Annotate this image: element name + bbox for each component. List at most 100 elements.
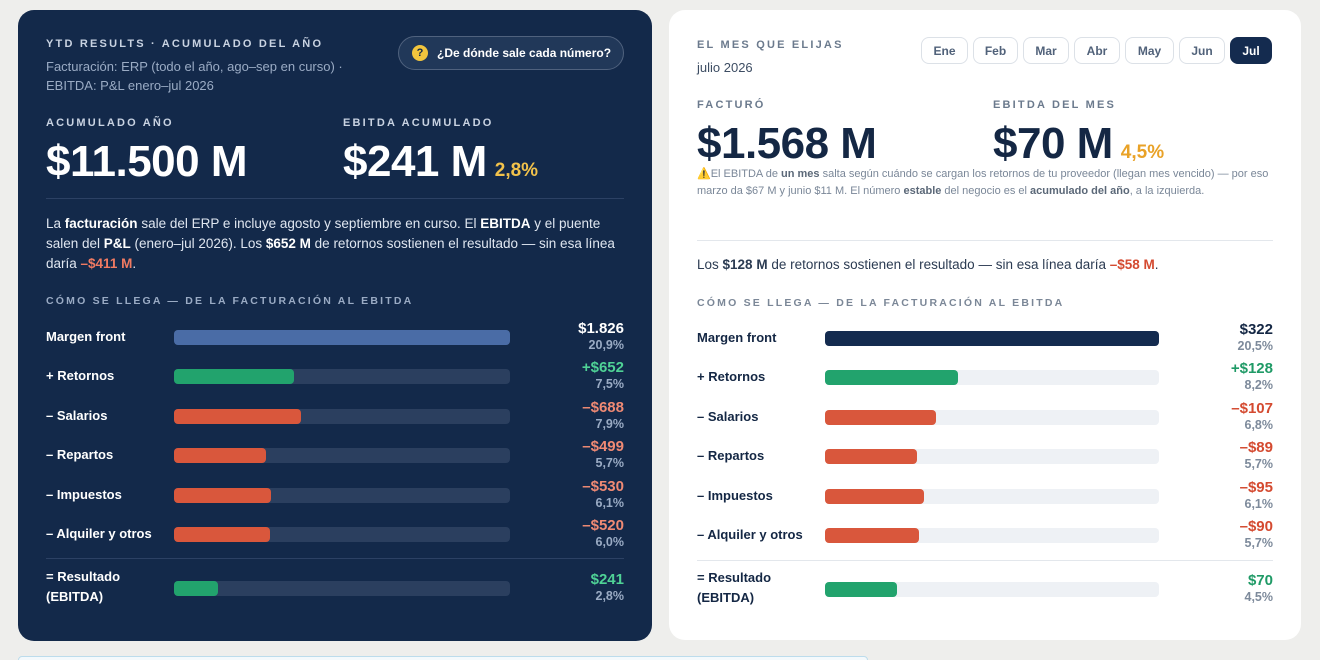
bridge-row-pct: 7,9% <box>595 416 625 431</box>
ytd-kicker: YTD RESULTS · ACUMULADO DEL AÑO <box>46 38 324 50</box>
bridge-bar-track <box>174 581 510 596</box>
bridge-bar-track <box>174 369 510 385</box>
bridge-row-pct: 20,5% <box>1237 339 1273 353</box>
bridge-row-label: – Impuestos <box>697 487 773 503</box>
bridge-bar <box>174 448 266 464</box>
bridge-bar-track <box>174 487 510 503</box>
bridge-bar <box>825 449 917 465</box>
bridge-bar-track <box>174 448 510 464</box>
result-pct: 4,5% <box>1244 590 1274 604</box>
result-bar <box>825 582 897 597</box>
result-label-line-1: = Resultado <box>697 570 772 585</box>
ytd-source-line-2: EBITDA: P&L enero–jul 2026 <box>46 78 214 93</box>
bridge-bar-track <box>174 408 510 424</box>
month-tab-feb[interactable]: Feb <box>973 37 1018 64</box>
bridge-row-pct: 7,5% <box>595 377 625 392</box>
bridge-bar-track <box>825 488 1159 504</box>
bridge-bar <box>174 330 510 345</box>
bridge-row-label: + Retornos <box>46 368 115 384</box>
without-returns-value: –$411 M <box>80 256 133 271</box>
bridge-row-value: $322 <box>1239 321 1273 338</box>
bridge-bar-track <box>174 527 510 542</box>
month-tab-jun[interactable]: Jun <box>1179 37 1225 64</box>
bridge-row-label: + Retornos <box>697 369 766 385</box>
result-divider <box>46 558 624 559</box>
selected-month-label: julio 2026 <box>697 60 753 75</box>
bridge-row-label: – Impuestos <box>46 486 122 502</box>
ebitda-acumulado-label: EBITDA ACUMULADO <box>343 117 494 129</box>
bridge-bar <box>825 370 958 386</box>
ebitda-mes-label: EBITDA DEL MES <box>993 99 1117 111</box>
month-tab-jul[interactable]: Jul <box>1230 37 1272 64</box>
bridge-row-pct: 5,7% <box>1244 536 1274 550</box>
bridge-row-label: – Salarios <box>46 407 108 423</box>
bridge-title: CÓMO SE LLEGA — DE LA FACTURACIÓN AL EBI… <box>697 297 1065 309</box>
bridge-row-value: +$128 <box>1230 360 1273 378</box>
divider <box>46 198 624 199</box>
bridge-bar-track <box>825 449 1159 465</box>
ebitda-acumulado-pct: 2,8% <box>494 160 539 181</box>
ebitda-acumulado-value: $241 M <box>343 137 487 186</box>
bridge-row-value: +$652 <box>581 359 624 377</box>
bridge-row-pct: 6,1% <box>595 495 625 510</box>
acumulado-label: ACUMULADO AÑO <box>46 117 174 129</box>
bridge-row-pct: 5,7% <box>1244 457 1274 472</box>
month-kicker: EL MES QUE ELIJAS <box>697 39 844 51</box>
result-divider <box>697 560 1273 561</box>
result-pct: 2,8% <box>595 589 625 603</box>
result-bar <box>174 581 218 596</box>
bridge-bar <box>174 369 294 385</box>
result-value: $241 <box>590 571 624 588</box>
ytd-explanation: La facturación sale del ERP e incluye ag… <box>46 216 615 271</box>
ytd-results-card: YTD RESULTS · ACUMULADO DEL AÑO Facturac… <box>18 10 652 641</box>
next-panel-edge <box>18 656 868 660</box>
help-button[interactable]: ? ¿De dónde sale cada número? <box>398 36 624 70</box>
bridge-row-label: Margen front <box>697 330 777 345</box>
bridge-bar <box>825 488 924 504</box>
bridge-bar <box>174 527 270 542</box>
month-tab-may[interactable]: May <box>1125 37 1174 64</box>
bridge-row-pct: 5,7% <box>595 456 625 471</box>
bridge-bar <box>174 408 301 424</box>
result-label-line-2: (EBITDA) <box>697 590 755 605</box>
bridge-row-value: –$688 <box>582 398 624 416</box>
help-button-label: ¿De dónde sale cada número? <box>437 46 612 60</box>
bridge-row-value: –$89 <box>1239 439 1273 457</box>
bridge-bar-track <box>825 582 1159 597</box>
bridge-bar-track <box>825 331 1159 346</box>
result-value: $70 <box>1247 572 1273 589</box>
bridge-row-label: – Alquiler y otros <box>46 526 152 541</box>
warning-icon: ⚠️ <box>697 168 711 180</box>
ebitda-mes-pct: 4,5% <box>1120 142 1165 163</box>
without-returns-value: –$58 M <box>1109 257 1155 272</box>
result-label-line-1: = Resultado <box>46 569 121 584</box>
bridge-bar <box>825 528 919 543</box>
result-label-line-2: (EBITDA) <box>46 589 104 604</box>
month-tab-mar[interactable]: Mar <box>1023 37 1069 64</box>
bridge-bar <box>174 487 271 503</box>
bridge-bar <box>825 409 936 425</box>
bridge-row-value: –$520 <box>582 517 624 534</box>
monthly-warning: ⚠️El EBITDA de un mes salta según cuándo… <box>697 168 1269 197</box>
bridge-row-label: – Alquiler y otros <box>697 527 803 542</box>
monthly-card: EL MES QUE ELIJAS julio 2026 Ene Feb Mar Ab… <box>669 10 1301 640</box>
month-tab-ene[interactable]: Ene <box>921 37 968 64</box>
bridge-row-value: –$95 <box>1239 478 1273 496</box>
bridge-bar-track <box>825 528 1159 543</box>
bridge-row-value: –$499 <box>582 438 624 456</box>
bridge-bar-track <box>825 370 1159 386</box>
bridge-row-pct: 20,9% <box>588 338 624 352</box>
bridge-row-pct: 8,2% <box>1244 378 1274 393</box>
bridge-row-label: – Salarios <box>697 408 759 424</box>
bridge-bar-track <box>174 330 510 345</box>
acumulado-value: $11.500 M <box>46 137 248 186</box>
bridge-row-label: – Repartos <box>46 447 114 463</box>
question-icon: ? <box>412 45 428 61</box>
month-tab-abr[interactable]: Abr <box>1074 37 1120 64</box>
bridge-title: CÓMO SE LLEGA — DE LA FACTURACIÓN AL EBI… <box>46 295 414 307</box>
bridge-bar <box>825 331 1159 346</box>
bridge-row-pct: 6,0% <box>595 535 625 549</box>
facturo-value: $1.568 M <box>697 119 877 168</box>
bridge-row-label: – Repartos <box>697 448 765 464</box>
bridge-bar-track <box>825 409 1159 425</box>
